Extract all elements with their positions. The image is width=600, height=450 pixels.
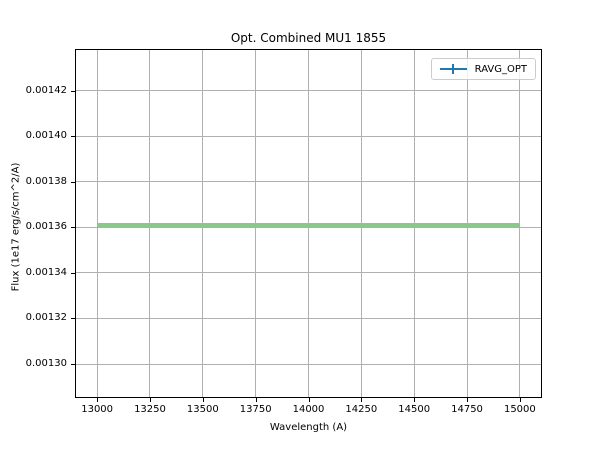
y-tick-label: 0.00140 — [25, 130, 67, 142]
x-tick-label: 14500 — [398, 404, 431, 415]
y-gridline — [76, 317, 541, 319]
x-tick-mark — [519, 398, 521, 402]
x-tick-label: 13750 — [239, 404, 272, 415]
x-tick-label: 13500 — [186, 404, 219, 415]
x-axis-label: Wavelength (A) — [269, 422, 348, 433]
y-tick-label: 0.00130 — [25, 358, 67, 369]
x-tick-label: 14750 — [451, 404, 483, 415]
plot-area: RAVG_OPT — [75, 49, 542, 398]
x-tick-label: 14250 — [345, 404, 378, 415]
y-gridline — [76, 181, 541, 183]
x-gridline — [519, 50, 521, 397]
x-tick-mark — [467, 398, 469, 402]
x-tick-label: 14000 — [292, 404, 325, 415]
errorbar-legend-icon — [439, 63, 467, 75]
y-gridline — [76, 272, 541, 274]
x-tick-label: 15000 — [503, 404, 536, 415]
errorbar-band — [97, 223, 520, 228]
y-tick-label: 0.00142 — [25, 84, 67, 96]
y-tick-label: 0.00134 — [25, 266, 67, 278]
x-tick-mark — [361, 398, 363, 402]
x-tick-mark — [149, 398, 151, 402]
x-tick-mark — [202, 398, 204, 402]
y-tick-label: 0.00136 — [25, 221, 67, 233]
legend-errorbar-cap — [451, 64, 454, 74]
y-tick-label: 0.00138 — [25, 175, 67, 187]
y-tick-mark — [71, 90, 75, 92]
y-tick-label: 0.00132 — [25, 312, 67, 324]
x-tick-mark — [97, 398, 99, 402]
y-gridline — [76, 90, 541, 92]
x-tick-mark — [414, 398, 416, 402]
y-gridline — [76, 363, 541, 365]
x-tick-label: 13250 — [134, 404, 166, 415]
y-tick-mark — [71, 181, 75, 183]
y-gridline — [76, 135, 541, 137]
legend-label: RAVG_OPT — [474, 63, 527, 75]
legend: RAVG_OPT — [430, 58, 536, 80]
x-tick-label: 13000 — [81, 404, 114, 415]
y-tick-mark — [71, 318, 75, 320]
y-tick-mark — [71, 272, 75, 274]
y-tick-mark — [71, 227, 75, 229]
chart-title: Opt. Combined MU1 1855 — [230, 31, 387, 45]
y-tick-mark — [71, 364, 75, 365]
x-tick-mark — [308, 398, 310, 402]
x-tick-mark — [255, 398, 257, 402]
y-tick-mark — [71, 136, 75, 138]
